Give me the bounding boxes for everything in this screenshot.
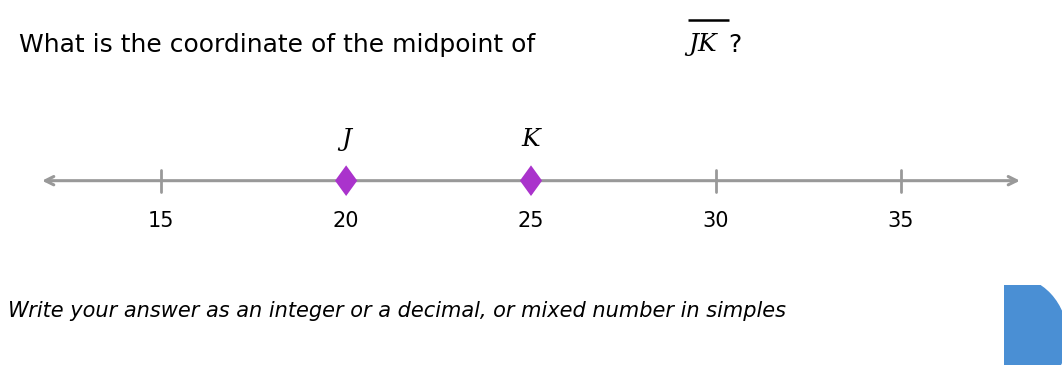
Circle shape — [956, 277, 1062, 365]
Text: What is the coordinate of the midpoint of: What is the coordinate of the midpoint o… — [19, 33, 544, 57]
Text: 20: 20 — [332, 211, 359, 231]
Text: 35: 35 — [888, 211, 914, 231]
Text: 25: 25 — [518, 211, 544, 231]
Text: 30: 30 — [703, 211, 730, 231]
Text: ?: ? — [729, 33, 741, 57]
PathPatch shape — [520, 165, 542, 196]
Text: Write your answer as an integer or a decimal, or mixed number in simples: Write your answer as an integer or a dec… — [8, 301, 787, 321]
Text: 15: 15 — [148, 211, 174, 231]
Text: J: J — [341, 127, 352, 151]
Text: K: K — [521, 127, 541, 151]
Text: JK: JK — [688, 33, 717, 56]
PathPatch shape — [335, 165, 357, 196]
